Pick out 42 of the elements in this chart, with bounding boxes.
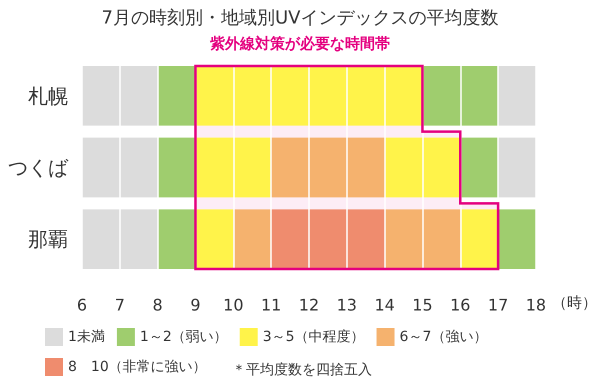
x-tick-label: 15 [412,296,433,314]
x-tick-label: 7 [114,296,125,314]
bar [82,66,158,126]
bar [422,66,498,126]
x-tick-label: 11 [260,296,282,314]
bar [498,66,536,126]
legend-label: 8 10（非常に強い） [68,359,207,375]
legend-label: 6～7（強い） [400,329,488,345]
x-tick-label: 8 [152,296,163,314]
x-tick-label: 9 [190,296,201,314]
bar [82,138,158,198]
x-tick-label: 16 [450,296,470,314]
y-tick-label: 那覇 [28,227,68,252]
bar [384,209,460,269]
x-tick-label: 17 [488,296,508,314]
legend-label: 1～2（弱い） [140,329,228,345]
bar [233,209,272,269]
bar [82,209,158,269]
x-tick-label: 13 [336,296,357,314]
bar [158,138,196,198]
band-label: 紫外線対策が必要な時間帯 [209,34,390,52]
legend-label: 1未満 [68,329,105,345]
x-tick-label: 14 [374,296,395,314]
bar [158,66,196,126]
chart-title: 7月の時刻別・地域別UVインデックスの平均度数 [102,8,498,28]
x-axis-title: （時） [552,294,597,312]
bar [498,209,536,269]
x-tick-label: 18 [526,296,546,314]
y-tick-label: つくば [8,156,69,180]
legend-label: 3～5（中程度） [262,329,365,345]
bar [460,209,498,269]
bar [195,138,272,198]
x-tick-label: 10 [223,296,244,314]
bar [384,138,460,198]
bar [195,209,234,269]
bar [498,138,536,198]
x-tick-label: 12 [298,296,320,314]
text: ＊平均度数を四捨五入 [232,362,372,378]
y-tick-label: 札幌 [28,84,68,108]
bar [460,138,498,198]
bar [158,209,196,269]
x-tick-label: 6 [76,296,88,314]
